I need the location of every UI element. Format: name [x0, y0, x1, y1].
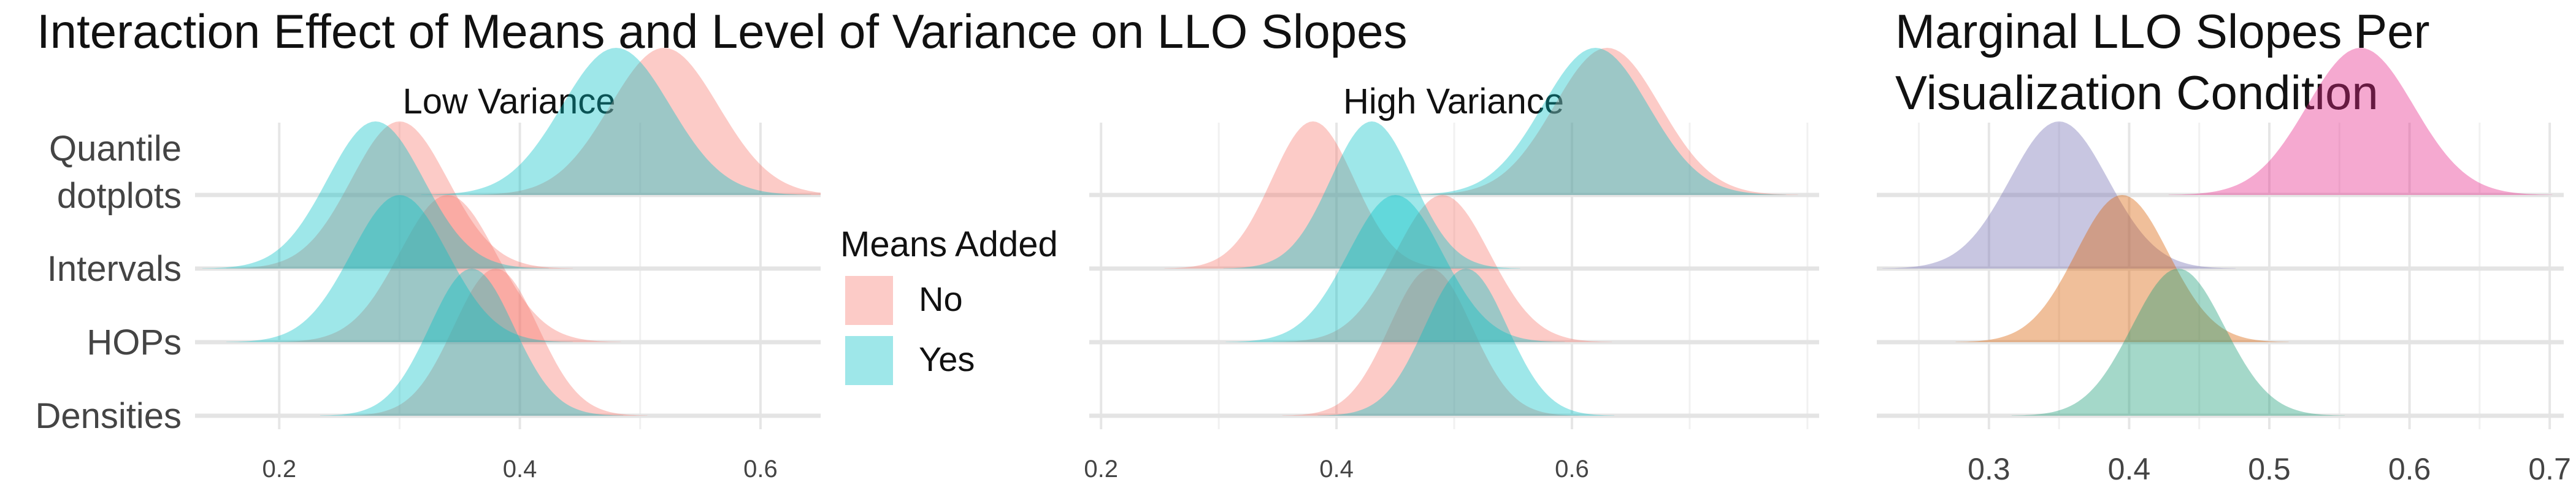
facet-label-high-variance: High Variance [1343, 82, 1564, 121]
legend-title: Means Added [840, 224, 1058, 264]
legend-swatch-no [845, 276, 893, 325]
density-densities-no [344, 269, 648, 416]
panel-marginal: 0.3 0.4 0.5 0.6 0.7 [1877, 48, 2571, 486]
density-densities [2011, 269, 2345, 416]
density-intervals [1882, 121, 2236, 269]
x-tick-label: 0.2 [263, 456, 297, 483]
density-quantile-dotplots-no [1416, 48, 1798, 195]
density-quantile-dotplots-yes [1405, 48, 1787, 195]
x-tick-label: 0.2 [1084, 456, 1118, 483]
density-intervals-no [226, 121, 573, 269]
x-tick-label: 0.7 [2528, 452, 2571, 486]
legend-label-yes: Yes [919, 340, 975, 378]
density-intervals-no [1164, 121, 1462, 269]
x-tick-label: 0.6 [1555, 456, 1589, 483]
density-hops-no [1273, 195, 1612, 342]
density-densities-yes [1317, 269, 1614, 416]
density-densities-yes [320, 269, 624, 416]
legend-swatch-yes [845, 336, 893, 385]
x-tick-label: 0.4 [1319, 456, 1354, 483]
density-hops-no [274, 195, 621, 342]
right-title-line-1: Marginal LLO Slopes Per [1895, 4, 2429, 58]
x-tick-label: 0.5 [2248, 452, 2291, 486]
density-hops [1955, 195, 2289, 342]
density-quantile-dotplots-yes [421, 48, 811, 195]
x-tick-label: 0.6 [743, 456, 778, 483]
density-quantile-dotplots [2168, 48, 2553, 195]
y-label-quantile-dotplots-line-2: dotplots [57, 176, 182, 216]
x-tick-label: 0.4 [2108, 452, 2151, 486]
facet-label-low-variance: Low Variance [402, 82, 615, 121]
density-hops-yes [1225, 195, 1565, 342]
y-label-densities: Densities [35, 396, 182, 436]
right-title-line-2: Visualization Condition [1895, 66, 2379, 120]
x-tick-label: 0.4 [503, 456, 537, 483]
legend-label-no: No [919, 280, 963, 318]
y-label-hops: HOPs [86, 323, 182, 362]
panel-high-variance: 0.2 0.4 0.6 [1084, 48, 1819, 483]
legend: Means Added No Yes [840, 224, 1058, 385]
density-quantile-dotplots-no [469, 48, 821, 195]
density-densities-no [1282, 269, 1579, 416]
density-intervals-yes [202, 121, 549, 269]
panel-low-variance: 0.2 0.4 0.6 [195, 48, 821, 483]
density-intervals-yes [1223, 121, 1520, 269]
y-label-intervals: Intervals [47, 249, 182, 289]
y-axis-labels: Quantile dotplots Intervals HOPs Densities [35, 129, 182, 436]
y-label-quantile-dotplots-line-1: Quantile [49, 129, 182, 169]
x-tick-label: 0.6 [2388, 452, 2431, 486]
x-tick-label: 0.3 [1968, 452, 2011, 486]
density-hops-yes [226, 195, 573, 342]
main-title: Interaction Effect of Means and Level of… [37, 4, 1408, 58]
